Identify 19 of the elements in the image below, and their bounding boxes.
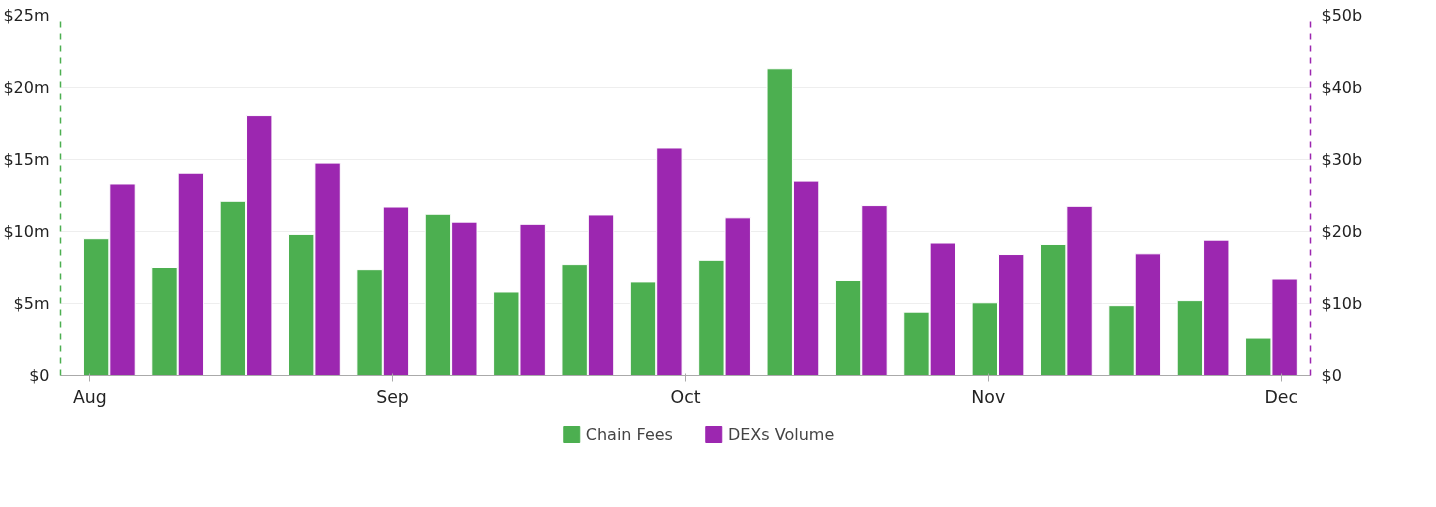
y2-tick-label: $40b bbox=[1321, 78, 1363, 97]
x-tick-label: Oct bbox=[670, 386, 701, 407]
y2-tick-label: $50b bbox=[1321, 6, 1363, 25]
y-tick-label: $25m bbox=[3, 6, 50, 25]
y-tick-label: $20m bbox=[3, 78, 50, 97]
x-tick-label: Nov bbox=[971, 386, 1006, 407]
y-tick-label: $5m bbox=[13, 294, 50, 313]
legend-label: Chain Fees bbox=[585, 424, 673, 444]
x-tick-label: Dec bbox=[1264, 386, 1298, 407]
legend-label: DEXs Volume bbox=[727, 424, 835, 444]
y2-tick-label: $30b bbox=[1321, 150, 1363, 169]
y2-tick-label: $20b bbox=[1321, 222, 1363, 241]
x-tick-label: Sep bbox=[376, 386, 409, 407]
x-tick-label: Aug bbox=[72, 386, 107, 407]
y2-tick-label: $10b bbox=[1321, 294, 1363, 313]
y2-tick-label: $0 bbox=[1321, 366, 1342, 385]
y-tick-label: $10m bbox=[3, 222, 50, 241]
y-tick-label: $15m bbox=[3, 150, 50, 169]
y-tick-label: $0 bbox=[29, 366, 50, 385]
